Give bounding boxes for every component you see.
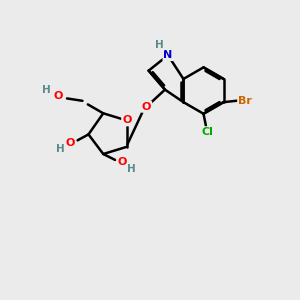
Text: O: O (66, 138, 75, 148)
Text: O: O (117, 157, 127, 167)
Text: H: H (42, 85, 51, 95)
Text: N: N (163, 50, 172, 60)
Text: H: H (155, 40, 164, 50)
Text: O: O (54, 91, 63, 101)
Text: H: H (128, 164, 136, 174)
Text: Cl: Cl (201, 127, 213, 137)
Text: O: O (122, 116, 131, 125)
Text: H: H (56, 144, 65, 154)
Text: Br: Br (238, 96, 252, 106)
Text: O: O (142, 102, 151, 112)
